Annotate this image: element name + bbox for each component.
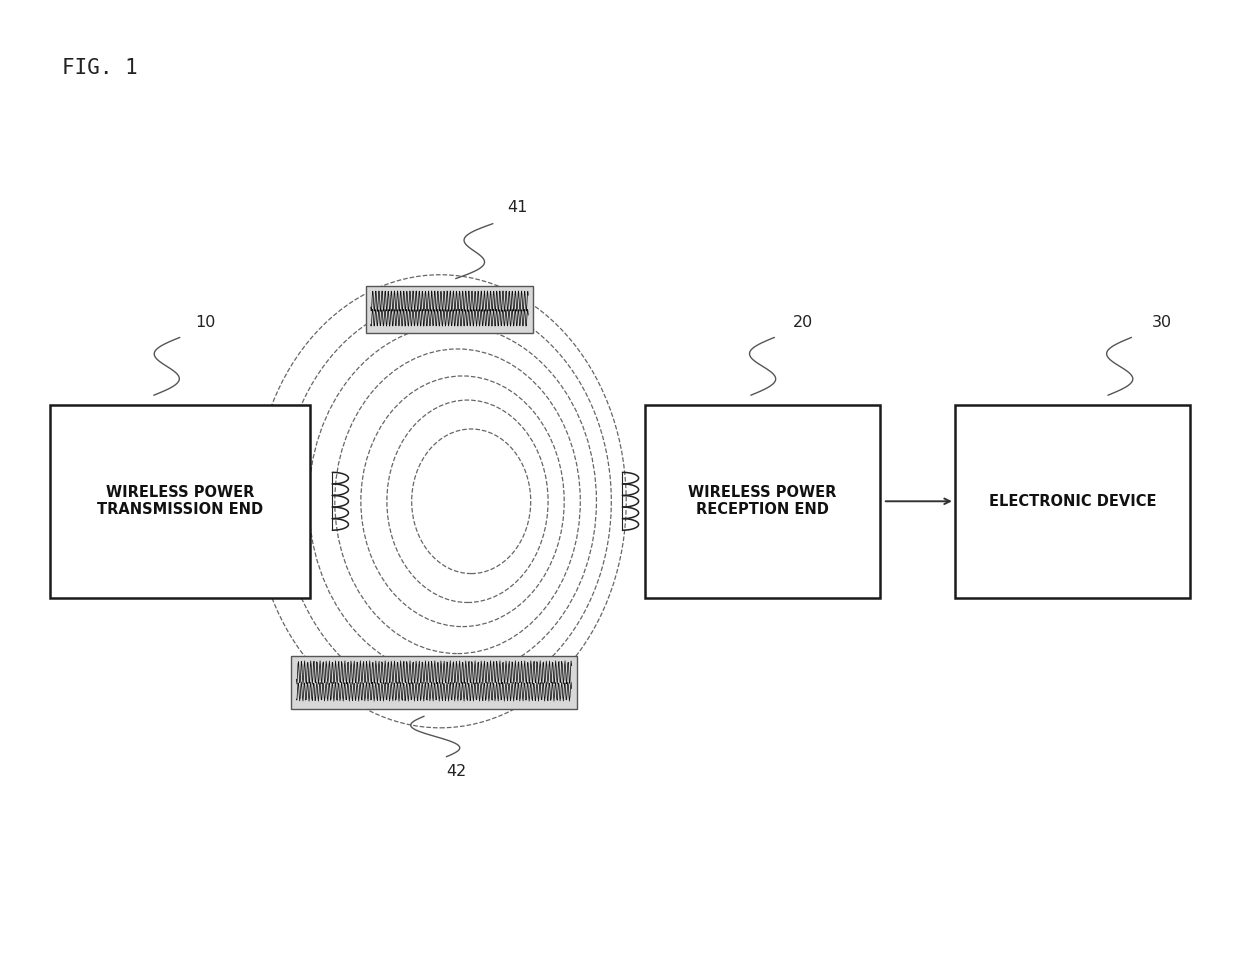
FancyBboxPatch shape [291,656,577,709]
Text: 41: 41 [507,200,528,215]
Text: WIRELESS POWER
RECEPTION END: WIRELESS POWER RECEPTION END [688,485,837,518]
FancyBboxPatch shape [645,405,880,598]
Text: 10: 10 [196,315,216,331]
Text: 20: 20 [792,315,812,331]
Text: ELECTRONIC DEVICE: ELECTRONIC DEVICE [988,494,1157,509]
FancyBboxPatch shape [50,405,310,598]
Text: FIG. 1: FIG. 1 [62,58,138,78]
FancyBboxPatch shape [955,405,1190,598]
FancyBboxPatch shape [366,286,533,333]
Text: 42: 42 [446,763,466,779]
Text: 30: 30 [1152,315,1172,331]
Text: WIRELESS POWER
TRANSMISSION END: WIRELESS POWER TRANSMISSION END [97,485,263,518]
